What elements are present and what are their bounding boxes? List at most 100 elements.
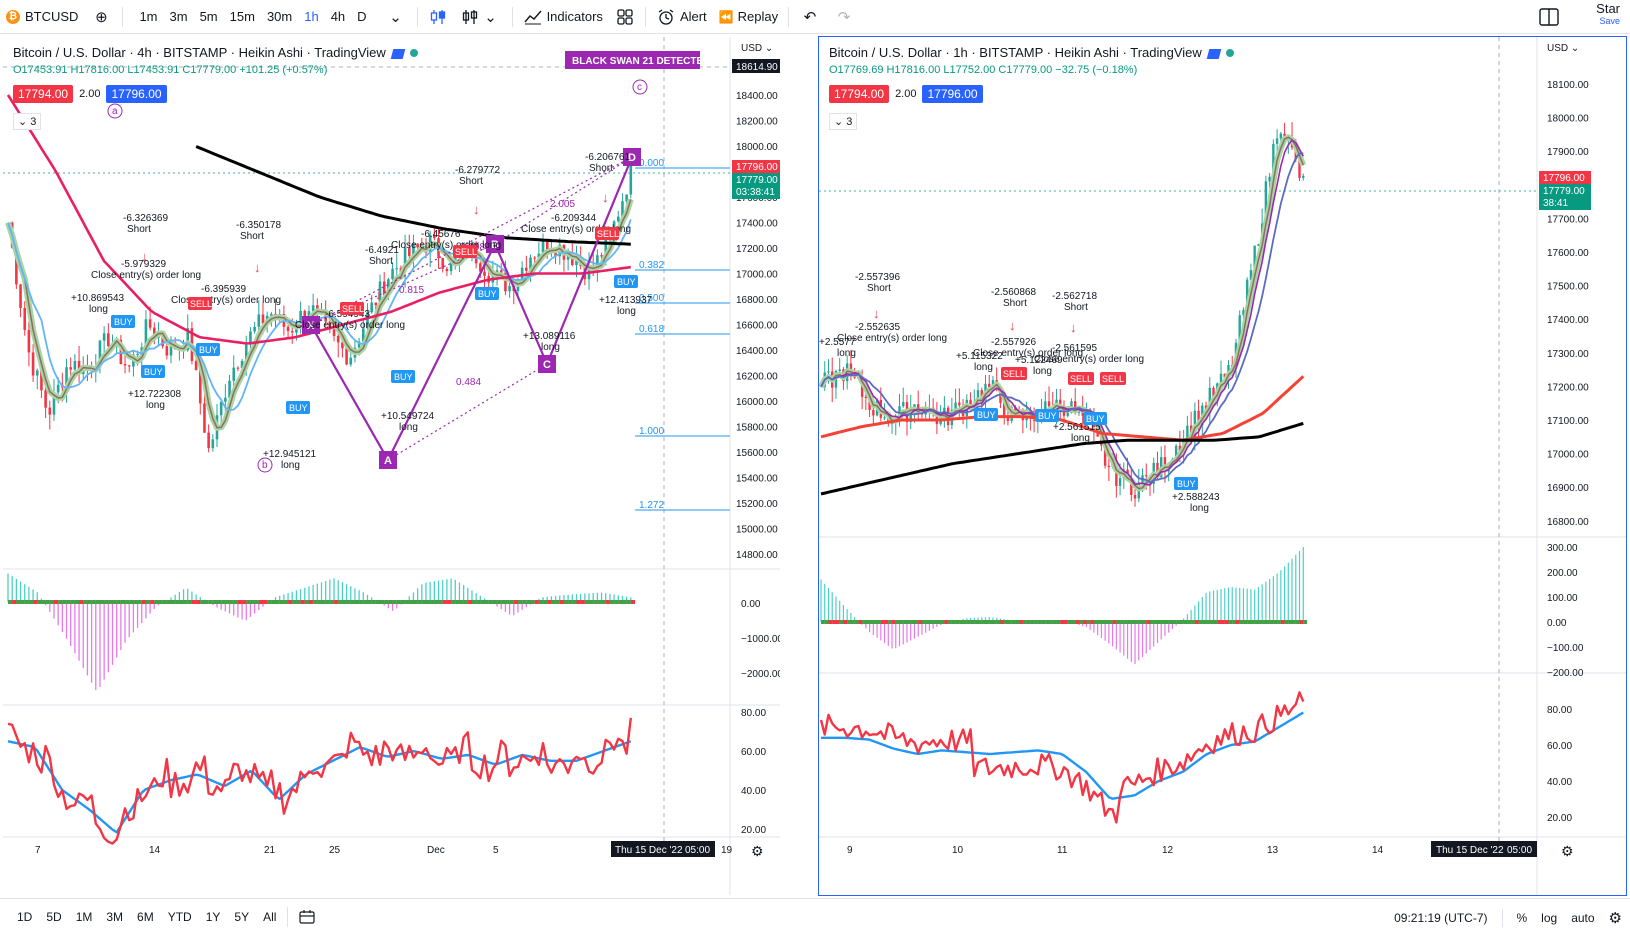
- chart-type-button[interactable]: [422, 0, 454, 34]
- range-ytd[interactable]: YTD: [167, 910, 192, 924]
- range-5d[interactable]: 5D: [46, 910, 62, 924]
- osc-zero-dot: [120, 600, 126, 604]
- candle-body: [479, 263, 482, 272]
- percent-toggle[interactable]: %: [1516, 910, 1528, 925]
- alert-button[interactable]: Alert: [650, 0, 713, 34]
- candle-body: [991, 380, 995, 387]
- candle-body: [545, 239, 549, 253]
- star-save[interactable]: Star Save: [1596, 1, 1620, 27]
- osc-zero-dot: [1232, 620, 1237, 624]
- osc-zero-dot: [405, 600, 410, 604]
- trade-annotation-label: Close entry(s) order long: [837, 333, 947, 344]
- osc-zero-dot: [1172, 620, 1177, 624]
- compare-button[interactable]: ⊕: [84, 0, 118, 34]
- layout-toggle-button[interactable]: [1538, 6, 1560, 31]
- price-tick: 17600.00: [1547, 248, 1589, 259]
- osc-zero-dot: [37, 600, 42, 604]
- candle-body: [1130, 478, 1133, 495]
- star-label: Star: [1596, 1, 1620, 16]
- buy-price-button[interactable]: 17796.00: [106, 85, 167, 103]
- candle-body: [244, 344, 248, 361]
- left-chart-canvas[interactable]: USD ⌄18400.0018200.0018000.0017800.00176…: [3, 37, 781, 896]
- osc-zero-dot: [187, 600, 192, 604]
- trade-annotation-label: Close entry(s) order long: [521, 224, 631, 235]
- right-chart-canvas[interactable]: USD ⌄18100.0018000.0017900.0017800.00177…: [819, 37, 1627, 896]
- range-1m[interactable]: 1M: [75, 910, 93, 924]
- osc-zero-dot: [463, 600, 468, 604]
- timeframe-30m[interactable]: 30m: [266, 9, 293, 24]
- undo-button[interactable]: ↶: [793, 0, 827, 34]
- timeframe-4h[interactable]: 4h: [330, 9, 346, 24]
- trade-annotation-value: -6.206761: [585, 152, 630, 163]
- osc-zero-dot: [1277, 620, 1281, 624]
- candle-body: [270, 313, 273, 316]
- left-chart-pane[interactable]: USD ⌄18400.0018200.0018000.0017800.00176…: [2, 36, 781, 896]
- timeframe-D[interactable]: D: [357, 9, 367, 24]
- candle-body: [236, 367, 240, 369]
- candle-body: [1174, 445, 1178, 460]
- goto-date-button[interactable]: [292, 900, 322, 934]
- osc-zero-dot: [1049, 620, 1053, 624]
- candle-body: [508, 285, 511, 292]
- timeframe-1m[interactable]: 1m: [139, 9, 158, 24]
- replay-button[interactable]: ⏪ Replay: [713, 0, 784, 34]
- last-price-green: [732, 173, 780, 199]
- indicators-label: Indicators: [546, 9, 603, 24]
- right-chart-pane[interactable]: USD ⌄18100.0018000.0017900.0017800.00177…: [818, 36, 1627, 896]
- chart-style-dropdown[interactable]: ⌄: [454, 0, 508, 34]
- sell-tag: [340, 302, 364, 315]
- candle-body: [15, 247, 18, 285]
- clock-display[interactable]: 09:21:19 (UTC-7): [1394, 910, 1488, 925]
- buy-price-button[interactable]: 17796.00: [922, 85, 983, 103]
- candle-body: [228, 380, 231, 398]
- osc-zero-dot: [948, 620, 952, 624]
- sell-price-button[interactable]: 17794.00: [829, 85, 890, 103]
- osc-zero-dot: [832, 620, 837, 624]
- range-1d[interactable]: 1D: [17, 910, 33, 924]
- layouts-button[interactable]: [609, 0, 641, 34]
- osc-zero-dot: [484, 600, 489, 604]
- indicator-collapse-button[interactable]: ⌄ 3: [829, 113, 858, 130]
- osc-zero-dot: [480, 600, 485, 604]
- flag-icon: [390, 48, 406, 59]
- range-3m[interactable]: 3M: [106, 910, 124, 924]
- range-all[interactable]: All: [263, 910, 277, 924]
- pattern-ratio-line: [310, 243, 496, 326]
- osc-zero-dot: [538, 600, 544, 604]
- trade-annotation-label: Short: [127, 224, 151, 235]
- indicators-button[interactable]: Indicators: [517, 0, 609, 34]
- osc-zero-dot: [325, 600, 330, 604]
- log-toggle[interactable]: log: [1541, 910, 1558, 925]
- range-6m[interactable]: 6M: [137, 910, 154, 924]
- indicator-collapse-button[interactable]: ⌄ 3: [13, 113, 42, 130]
- range-1y[interactable]: 1Y: [205, 910, 221, 924]
- osc-zero-dot: [145, 600, 151, 604]
- sell-price-button[interactable]: 17794.00: [13, 85, 74, 103]
- settings-icon[interactable]: ⚙: [1608, 909, 1622, 927]
- timeframe-3m[interactable]: 3m: [169, 9, 188, 24]
- candle-body: [890, 423, 894, 425]
- candle-body: [1268, 176, 1271, 182]
- candle-body: [1059, 399, 1062, 408]
- candle-body: [198, 370, 202, 404]
- candle-body: [207, 432, 210, 449]
- osc-zero-dot: [246, 600, 251, 604]
- osc-zero-dot: [108, 600, 113, 604]
- redo-button[interactable]: ↷: [827, 0, 861, 34]
- osc-zero-dot: [112, 600, 117, 604]
- candle-body: [1044, 401, 1047, 414]
- timeframe-15m[interactable]: 15m: [229, 9, 255, 24]
- osc-zero-dot: [1280, 620, 1285, 624]
- timeframe-1h[interactable]: 1h: [304, 9, 319, 24]
- osc-zero-dot: [426, 600, 431, 604]
- osc-zero-dot: [505, 600, 510, 604]
- buy-tag: [475, 287, 499, 300]
- auto-toggle[interactable]: auto: [1571, 910, 1595, 925]
- divider: [511, 6, 513, 27]
- symbol-search[interactable]: ₿ BTCUSD: [0, 0, 84, 34]
- timeframe-dropdown[interactable]: ⌄: [379, 0, 413, 34]
- osc-zero-dot: [858, 620, 863, 624]
- indicator-count: 3: [30, 116, 37, 128]
- timeframe-5m[interactable]: 5m: [199, 9, 218, 24]
- range-5y[interactable]: 5Y: [234, 910, 250, 924]
